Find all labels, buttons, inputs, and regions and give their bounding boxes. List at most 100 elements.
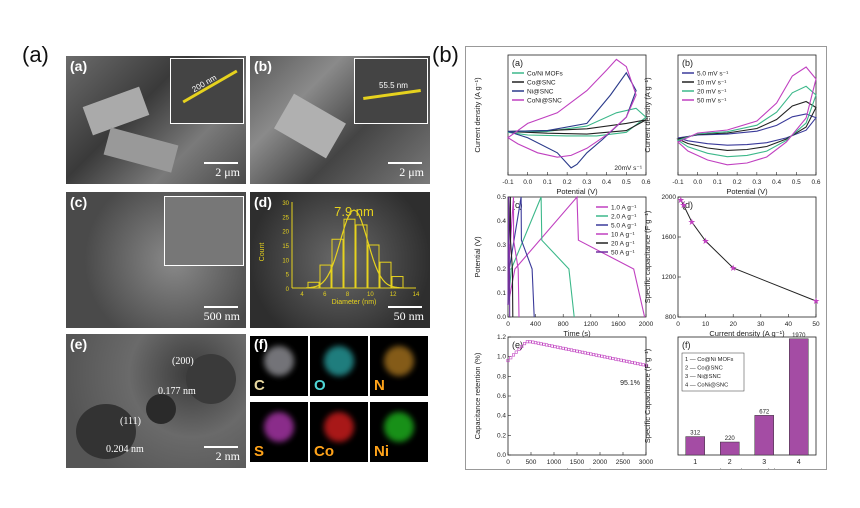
cycle-point	[572, 349, 576, 353]
eds-map-ni: Ni	[370, 402, 428, 462]
cycle-point	[556, 345, 560, 349]
xtick-label-c: 2000	[639, 321, 654, 328]
legend-entry: 10 A g⁻¹	[611, 232, 636, 239]
sem-inset-a: 200 nm	[170, 58, 244, 124]
cycle-point	[567, 347, 571, 351]
legend-entry: 50 mV s⁻¹	[697, 98, 727, 105]
bar-category-label: 4	[797, 459, 801, 466]
hist-xtick: 6	[323, 292, 327, 298]
eds-panel-f: C O N S Co Ni (f)	[250, 334, 430, 468]
ylabel-a: Current density (A g⁻¹)	[473, 77, 482, 153]
eds-element-label: O	[314, 377, 326, 394]
hist-ytick: 30	[282, 201, 289, 207]
plot-frame-d	[677, 196, 817, 318]
xtick-label-c: 1600	[611, 321, 626, 328]
hist-bar	[343, 218, 356, 289]
cv-curve	[677, 113, 817, 146]
hist-ytick: 25	[282, 215, 289, 221]
cycle-point	[550, 344, 554, 348]
rate-point: ★	[812, 296, 820, 306]
scan-rate-note: 20mV s⁻¹	[614, 165, 642, 172]
plot-frame-e	[507, 336, 647, 456]
cycle-point	[638, 362, 642, 366]
hist-title: 7.9 nm	[334, 204, 374, 219]
gcd-curve	[507, 195, 646, 318]
inset-measure-b: 55.5 nm	[379, 81, 408, 90]
hist-xtick: 4	[300, 292, 304, 298]
bar-legend-entry: 4 — CoNi@SNC	[685, 383, 728, 389]
capacitance-bar	[754, 415, 774, 456]
ytick-label-e: 0.4	[497, 413, 506, 420]
cycle-point	[608, 356, 612, 360]
bar-value-label: 220	[725, 436, 736, 442]
hist-ytick: 0	[286, 287, 290, 293]
rate-point: ★	[677, 195, 685, 205]
xtick-label-e: 1000	[547, 459, 562, 466]
ytick-label-c: 0.4	[497, 218, 506, 225]
xtick-label-d: 10	[702, 321, 710, 328]
ytick-label-c: 0.0	[497, 314, 506, 321]
xtick-label-d: 50	[812, 321, 820, 328]
cycle-point	[542, 342, 546, 346]
ytick-label-c: 0.5	[497, 194, 506, 201]
sem-panel-c: (c) 500 nm	[66, 192, 246, 328]
cycle-point	[561, 346, 565, 350]
sem-panel-a: 200 nm (a) 2 μm	[66, 56, 246, 184]
cycle-point	[534, 341, 538, 345]
xlabel-f: Electrode Materials	[715, 467, 779, 469]
hrtem-panel-e: (200) 0.177 nm (111) 0.204 nm (e) 2 nm	[66, 334, 246, 468]
size-histogram: 0 5 10 15 20 25 30 4 6 8 10 12 14 7.9 nm Diameter (nm)…	[259, 201, 420, 306]
cycle-point	[597, 354, 601, 358]
sem-panel-b: 55.5 nm (b) 2 μm	[250, 56, 430, 184]
xlabel-a: Potential (V)	[556, 187, 598, 196]
cycle-point	[605, 355, 609, 359]
xtick-label-a: 0.2	[563, 179, 572, 186]
chart-label-a: (a)	[512, 58, 523, 68]
legend-entry: 50 A g⁻¹	[611, 250, 636, 257]
chart-label-c: (c)	[512, 200, 523, 210]
cycle-point	[600, 354, 604, 358]
xtick-label-c: 0	[506, 321, 510, 328]
xtick-label-e: 1500	[570, 459, 585, 466]
panel-label-f: (f)	[254, 336, 268, 352]
lattice-label-111: (111)	[120, 416, 141, 427]
cycle-point	[622, 359, 626, 363]
rate-line	[680, 199, 817, 302]
scale-d: 50 nm	[393, 309, 424, 323]
eds-map-c: C	[250, 336, 308, 396]
gcd-curve	[507, 196, 511, 318]
panel-label-e: (e)	[70, 336, 88, 352]
cycle-point	[545, 343, 549, 347]
ytick-label-d: 1200	[662, 274, 677, 281]
xtick-label-a: 0.5	[622, 179, 631, 186]
cycle-point	[564, 347, 568, 351]
sem-inset-c	[164, 196, 244, 266]
xtick-label-d: 30	[757, 321, 765, 328]
hist-bar	[379, 261, 392, 289]
xtick-label-c: 800	[558, 321, 569, 328]
capacitance-bar	[789, 338, 809, 456]
xtick-label-d: 40	[785, 321, 793, 328]
xlabel-b: Potential (V)	[726, 187, 768, 196]
xtick-label-b: -0.1	[672, 179, 684, 186]
legend-entry: 5.0 A g⁻¹	[611, 223, 637, 230]
cycle-point	[627, 360, 631, 364]
cycle-point	[553, 345, 557, 349]
cycle-point	[531, 340, 535, 344]
scale-b: 2 μm	[399, 165, 424, 179]
hist-ytick: 10	[282, 258, 289, 264]
cycle-point	[619, 358, 623, 362]
panel-label-a: (a)	[70, 58, 88, 74]
cycle-point	[528, 340, 532, 344]
eds-map-n: N	[370, 336, 428, 396]
bar-category-label: 2	[728, 459, 732, 466]
lattice-spacing-2: 0.204 nm	[106, 444, 144, 455]
legend-entry: 1.0 A g⁻¹	[611, 205, 637, 212]
cycle-point	[539, 342, 543, 346]
xtick-label-b: 0.0	[693, 179, 702, 186]
cycle-point	[625, 359, 629, 363]
chart-label-b: (b)	[682, 58, 693, 68]
electrochem-figure: (a) Potential (V) Current density (A g⁻¹) -…	[465, 46, 827, 476]
hist-xtick: 10	[367, 292, 374, 298]
cycle-point	[558, 346, 562, 350]
